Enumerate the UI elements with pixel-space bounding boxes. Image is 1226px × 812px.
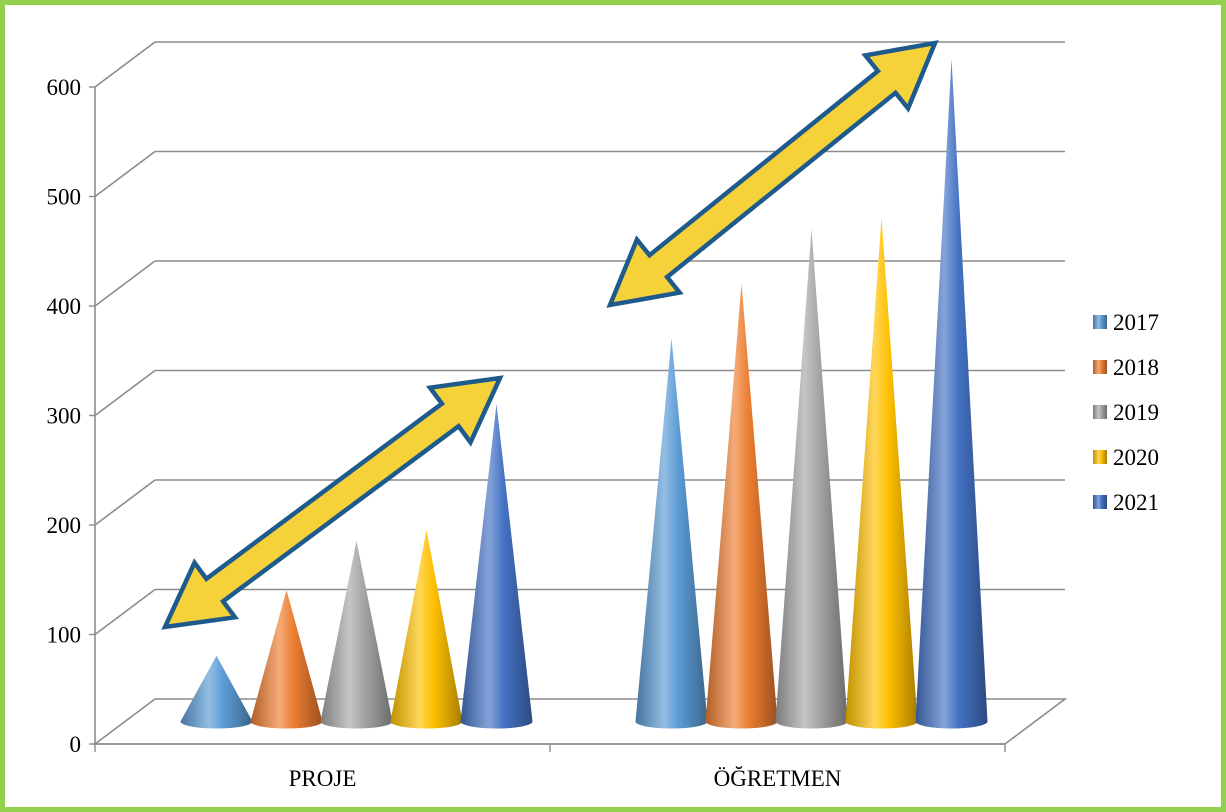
legend-item-2021: 2021 xyxy=(1093,490,1159,515)
y-tick-label: 200 xyxy=(47,513,82,538)
cone-proje-2020 xyxy=(390,529,463,729)
legend-swatch xyxy=(1093,450,1107,464)
legend-swatch xyxy=(1093,360,1107,374)
legend-item-2020: 2020 xyxy=(1093,445,1159,470)
x-category-label: ÖĞRETMEN xyxy=(714,766,842,791)
gridline-200 xyxy=(94,479,1065,526)
cone-öğretmen-2020 xyxy=(845,217,918,729)
cone-proje-2021 xyxy=(460,403,533,729)
cone-proje-2017 xyxy=(180,655,253,729)
legend-label: 2021 xyxy=(1113,490,1159,515)
cone-öğretmen-2018 xyxy=(705,283,778,729)
cone-öğretmen-2019 xyxy=(775,228,848,729)
trend-arrow-proje xyxy=(161,375,504,630)
y-tick-label: 600 xyxy=(47,75,82,100)
gridline-300 xyxy=(94,369,1065,417)
trend-arrow-ogretmen xyxy=(606,40,939,308)
cone-öğretmen-2021 xyxy=(915,59,988,729)
y-axis: 0 100 200 300 400 500 600 xyxy=(47,75,96,757)
cone-proje-2018 xyxy=(250,590,323,729)
cone-proje-2019 xyxy=(320,540,393,729)
gridlines xyxy=(94,41,1065,636)
legend-label: 2019 xyxy=(1113,400,1159,425)
legend-item-2018: 2018 xyxy=(1093,355,1159,380)
legend-item-2019: 2019 xyxy=(1093,400,1159,425)
legend-label: 2018 xyxy=(1113,355,1159,380)
gridline-600 xyxy=(94,41,1065,88)
legend-item-2017: 2017 xyxy=(1093,310,1159,335)
y-tick-label: 0 xyxy=(70,732,82,757)
cone-öğretmen-2017 xyxy=(635,338,708,729)
y-tick-label: 500 xyxy=(47,185,82,210)
x-category-label: PROJE xyxy=(289,766,357,791)
gridline-400 xyxy=(94,260,1065,307)
cone-series xyxy=(180,59,988,729)
trend-arrows xyxy=(161,40,939,630)
gridline-500 xyxy=(94,150,1065,198)
legend-swatch xyxy=(1093,315,1107,329)
x-axis: PROJE ÖĞRETMEN xyxy=(94,743,1006,791)
legend-label: 2017 xyxy=(1113,310,1159,335)
legend-label: 2020 xyxy=(1113,445,1159,470)
legend-swatch xyxy=(1093,405,1107,419)
y-tick-label: 300 xyxy=(47,404,82,429)
gridline-100 xyxy=(94,588,1065,636)
legend-swatch xyxy=(1093,495,1107,509)
y-tick-label: 100 xyxy=(47,623,82,648)
legend: 2017 2018 2019 2020 2021 xyxy=(1093,310,1159,515)
y-tick-label: 400 xyxy=(47,294,82,319)
